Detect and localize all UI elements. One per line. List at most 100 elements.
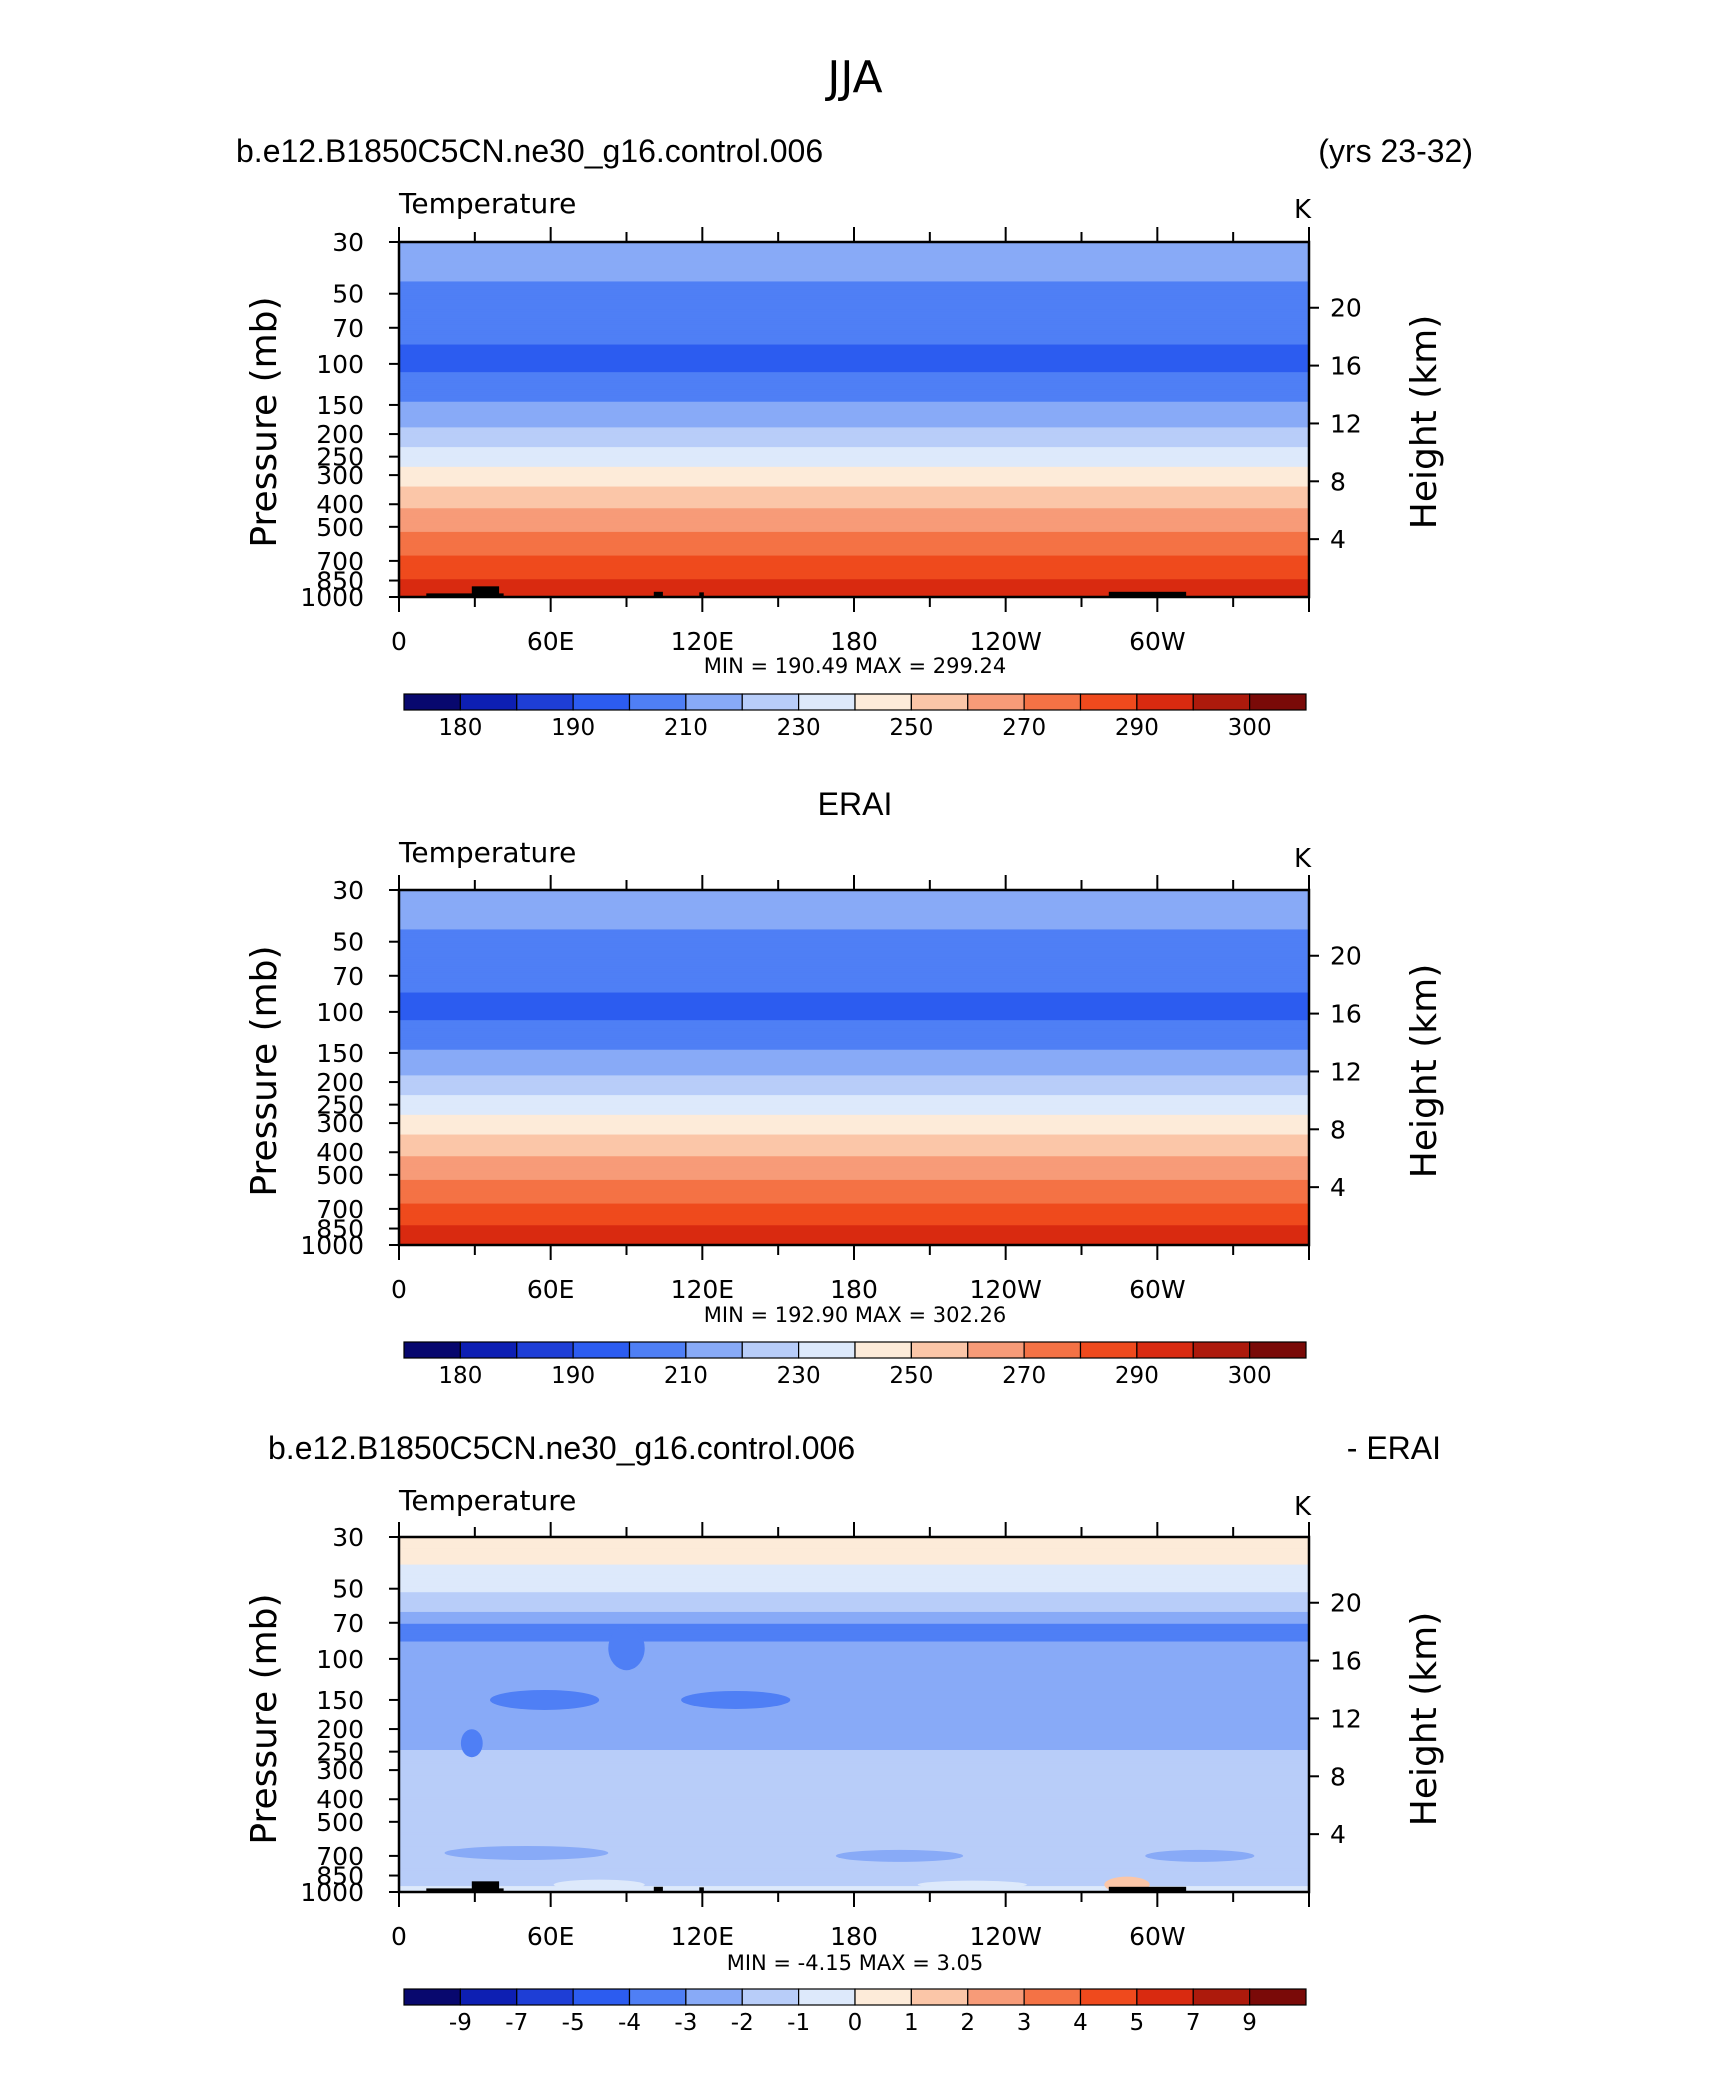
contour-band	[399, 259, 1309, 263]
contour-band	[399, 1221, 1309, 1224]
contour-band	[399, 462, 1309, 466]
contour-band	[399, 281, 1309, 285]
contour-band	[399, 1118, 1309, 1122]
contour-band	[399, 1223, 1309, 1226]
contour-band	[399, 1079, 1309, 1082]
height-tick-label: 20	[1330, 942, 1362, 971]
contour-band	[399, 1773, 1309, 1777]
contour-band	[399, 1063, 1309, 1067]
pressure-tick-label: 1000	[300, 1231, 364, 1260]
contour-band	[399, 1755, 1309, 1759]
contour-band	[399, 1844, 1309, 1848]
contour-band	[399, 295, 1309, 298]
contour-band	[399, 1233, 1309, 1236]
contour-band	[399, 364, 1309, 367]
contour-band	[399, 370, 1309, 373]
pressure-tick-label: 150	[316, 391, 364, 420]
contour-band	[399, 287, 1309, 290]
contour-band	[399, 593, 1309, 596]
contour-band	[399, 1836, 1309, 1840]
colorbar-label: 3	[1017, 2010, 1032, 2036]
contour-band	[399, 1779, 1309, 1783]
contour-band	[399, 1187, 1309, 1191]
contour-band	[399, 539, 1309, 543]
contour-band	[399, 1740, 1309, 1743]
contour-band	[399, 1611, 1309, 1615]
colorbar-box	[459, 1341, 518, 1359]
contour-band	[399, 1047, 1309, 1051]
contour-band	[399, 1651, 1309, 1654]
contour-band	[399, 1132, 1309, 1136]
contour-band	[399, 937, 1309, 940]
colorbar-label: 2	[960, 2010, 975, 2036]
contour-band	[399, 1771, 1309, 1775]
contour-band	[399, 492, 1309, 496]
colorbar-box	[1023, 1341, 1082, 1359]
contour-band	[399, 423, 1309, 427]
contour-band	[399, 1609, 1309, 1613]
contour-band	[399, 903, 1309, 907]
contour-band	[399, 1014, 1309, 1017]
contour-band	[399, 1542, 1309, 1546]
contour-band	[399, 901, 1309, 905]
colorbar-box	[403, 1988, 461, 2006]
contour-band	[399, 1203, 1309, 1207]
contour-band	[399, 285, 1309, 288]
contour-band	[399, 1049, 1309, 1053]
lon-tick-label: 120E	[671, 627, 735, 656]
contour-band	[399, 378, 1309, 381]
contour-band	[399, 330, 1309, 334]
contour-band	[399, 1558, 1309, 1562]
variable-label: Temperature	[398, 1484, 576, 1517]
contour-band	[399, 314, 1309, 318]
contour-band	[399, 421, 1309, 425]
contour-band	[399, 1728, 1309, 1731]
contour-band	[399, 1219, 1309, 1222]
contour-band	[399, 1775, 1309, 1779]
contour-band	[399, 1174, 1309, 1177]
panel-model: b.e12.B1850C5CN.ne30_g16.control.006 (yr…	[236, 133, 1473, 741]
contour-band	[399, 1799, 1309, 1802]
contour-band	[399, 1229, 1309, 1232]
contour-band	[399, 1185, 1309, 1189]
contour-band	[399, 1032, 1309, 1035]
colorbar-box	[516, 1988, 574, 2006]
case-label: b.e12.B1850C5CN.ne30_g16.control.006	[236, 133, 823, 169]
contour-patch	[608, 1626, 645, 1671]
contour-band	[399, 1884, 1309, 1887]
contour-band	[399, 1789, 1309, 1793]
contour-band	[399, 915, 1309, 919]
colorbar-label: -4	[618, 2010, 641, 2036]
contour-band	[399, 352, 1309, 356]
contour-band	[399, 1024, 1309, 1027]
contour-band	[399, 342, 1309, 346]
contour-band	[399, 417, 1309, 421]
contour-band	[399, 516, 1309, 519]
contour-field	[399, 1537, 1309, 1893]
contour-band	[399, 445, 1309, 448]
colorbar-label: 290	[1115, 1363, 1159, 1389]
colorbar-box	[967, 1341, 1025, 1359]
contour-band	[399, 1765, 1309, 1769]
contour-band	[399, 255, 1309, 259]
contour-band	[399, 1045, 1309, 1049]
contour-band	[399, 313, 1309, 316]
topography-mask	[699, 1887, 704, 1892]
contour-band	[399, 1095, 1309, 1098]
stats-text: MIN = -4.15 MAX = 3.05	[727, 1951, 984, 1975]
contour-band	[399, 441, 1309, 444]
contour-band	[399, 518, 1309, 521]
contour-band	[399, 1659, 1309, 1662]
contour-band	[399, 514, 1309, 517]
colorbar-box	[1023, 1988, 1082, 2006]
contour-band	[399, 1803, 1309, 1806]
colorbar-box	[628, 693, 687, 711]
contour-band	[399, 1201, 1309, 1205]
contour-band	[399, 1041, 1309, 1045]
contour-band	[399, 1706, 1309, 1710]
contour-band	[399, 484, 1309, 488]
contour-band	[399, 533, 1309, 537]
pressure-tick-label: 200	[316, 1715, 364, 1744]
contour-band	[399, 917, 1309, 921]
topography-mask	[653, 1886, 663, 1892]
